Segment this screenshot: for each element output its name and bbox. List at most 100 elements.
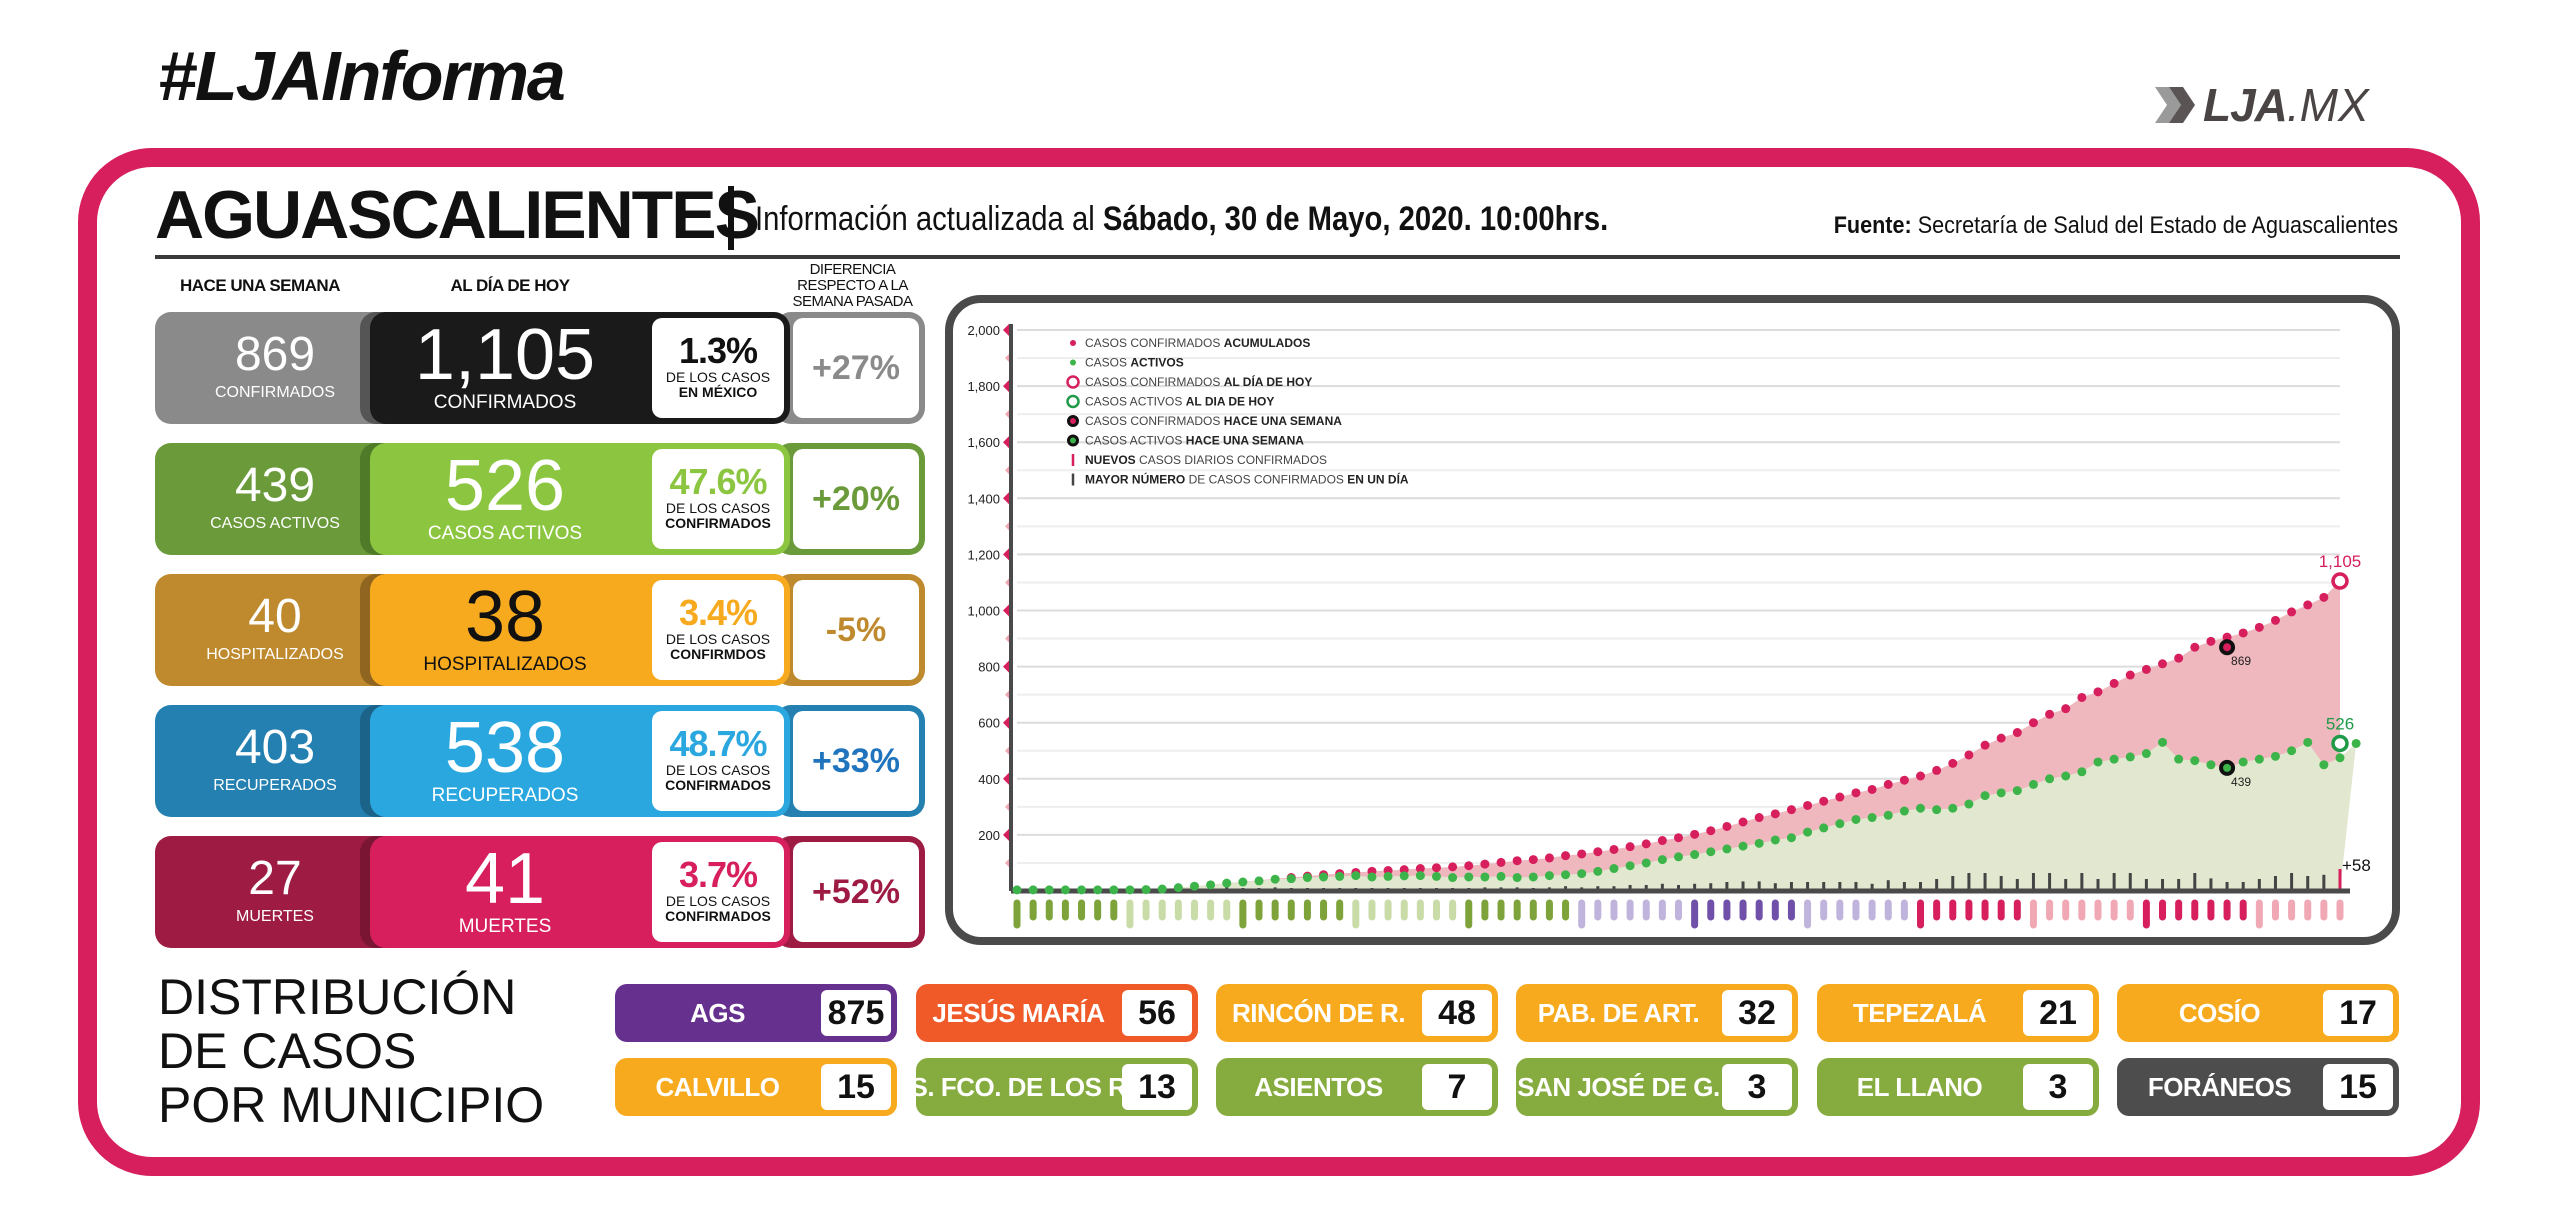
active-point: [1577, 869, 1587, 879]
cumulative-point: [1996, 733, 2006, 743]
percent-value: 3.7%: [678, 854, 758, 895]
percent-caption-bold: CONFIRMADOS: [665, 908, 771, 924]
cumulative-point: [1883, 779, 1893, 789]
column-header-diff: DIFERENCIA RESPECTO A LA SEMANA PASADA: [780, 262, 925, 310]
cumulative-point: [1399, 865, 1409, 875]
cumulative-point: [1722, 821, 1732, 831]
lja-logo[interactable]: LJA .MX: [2155, 79, 2369, 131]
active-point: [1948, 803, 1958, 813]
cumulative-point: [1706, 826, 1716, 836]
active-point: [1544, 871, 1554, 881]
active-point: [2351, 738, 2361, 748]
source-value: Secretaría de Salud del Estado de Aguasc…: [1911, 212, 2398, 239]
week-ago-box: 27 MUERTES: [155, 836, 395, 948]
municipio-name: COSÍO: [2178, 997, 2261, 1028]
cumulative-today-label: 1,105: [2319, 552, 2362, 571]
week-ago-box: 439 CASOS ACTIVOS: [155, 443, 395, 555]
municipio-name: RINCÓN DE R.: [1231, 997, 1406, 1028]
week-ago-box: 403 RECUPERADOS: [155, 705, 395, 817]
y-tick-mark: [1003, 548, 1009, 561]
legend-text: HACE UNA SEMANA: [1186, 434, 1305, 448]
stat-row: +20% 439 CASOS ACTIVOS 526 CASOS ACTIVOS…: [155, 443, 925, 555]
legend-text: CASOS CONFIRMADOS: [1085, 414, 1224, 428]
active-point: [1125, 885, 1135, 895]
active-point: [1012, 885, 1022, 895]
cumulative-point: [2158, 659, 2168, 669]
cumulative-point: [1819, 796, 1829, 806]
cumulative-point: [2141, 664, 2151, 674]
active-point: [1093, 885, 1103, 895]
active-point: [1690, 850, 1700, 860]
legend-text: MAYOR NÚMERO: [1085, 472, 1185, 487]
legend-item: CASOS ACTIVOS HACE UNA SEMANA: [1085, 434, 1304, 448]
municipio-name: S. FCO. DE LOS R: [910, 1071, 1127, 1102]
y-minor-tick: [1005, 634, 1009, 643]
legend-cumulative-week-icon: [1067, 415, 1079, 427]
municipio-badge: EL LLANO 3: [1817, 1058, 2099, 1116]
active-point: [1964, 799, 1974, 809]
active-point: [2190, 756, 2200, 766]
title-divider: [728, 186, 734, 250]
municipio-badge: JESÚS MARÍA 56: [916, 984, 1198, 1042]
cumulative-point: [2061, 704, 2071, 714]
today-label: CONFIRMADOS: [433, 392, 577, 413]
percent-caption: DE LOS CASOS: [665, 631, 771, 647]
active-point: [1206, 880, 1216, 890]
legend-item: CASOS CONFIRMADOS AL DÍA DE HOY: [1085, 374, 1312, 389]
legend-text: CASOS DIARIOS CONFIRMADOS: [1136, 453, 1327, 467]
diff-header-line: DIFERENCIA: [809, 261, 896, 278]
cumulative-point: [1964, 750, 1974, 760]
active-point: [1641, 858, 1651, 868]
legend-text: CASOS ACTIVOS: [1085, 395, 1186, 409]
week-ago-label: CONFIRMADOS: [215, 384, 335, 401]
header-rule: [155, 255, 2400, 259]
diff-header-line: SEMANA PASADA: [792, 293, 913, 310]
active-point: [2141, 749, 2151, 759]
cumulative-point: [2077, 692, 2087, 702]
active-point: [1351, 871, 1361, 881]
active-area: [1017, 742, 2357, 891]
municipio-count: 3: [2023, 1064, 2093, 1110]
municipio-count: 21: [2023, 990, 2093, 1036]
cumulative-point: [1867, 784, 1877, 794]
week-ago-box: 40 HOSPITALIZADOS: [155, 574, 395, 686]
active-point: [1496, 871, 1506, 881]
today-box: 526 CASOS ACTIVOS 47.6% DE LOS CASOS CON…: [360, 443, 790, 555]
cumulative-point: [1625, 842, 1635, 852]
active-point: [1867, 813, 1877, 823]
cumulative-point: [1899, 775, 1909, 785]
cumulative-point: [1916, 771, 1926, 781]
municipio-name: TEPEZALÁ: [1852, 997, 1987, 1028]
legend-active-week-icon: [1067, 434, 1079, 447]
percent-value: 3.4%: [678, 592, 758, 633]
cumulative-point: [1448, 862, 1458, 872]
main-frame: [78, 148, 2480, 1176]
active-point: [2238, 757, 2248, 767]
y-minor-tick: [1005, 522, 1009, 531]
y-minor-tick: [1005, 858, 1009, 867]
cumulative-point: [1464, 861, 1474, 871]
updated-date: Sábado, 30 de Mayo, 2020. 10:00hrs.: [1102, 200, 1609, 238]
active-point: [1754, 838, 1764, 848]
active-point: [1996, 788, 2006, 798]
municipio-badge: RINCÓN DE R. 48: [1216, 984, 1498, 1042]
municipio-badge: S. FCO. DE LOS R 13: [910, 1058, 1198, 1116]
cumulative-point: [2125, 670, 2135, 680]
cumulative-point: [1528, 855, 1538, 865]
legend-text: CASOS CONFIRMADOS: [1085, 336, 1224, 350]
brand-title: #LJAInforma: [158, 37, 566, 115]
cumulative-point: [1803, 800, 1813, 810]
cumulative-today-point: [2331, 572, 2349, 590]
legend-active-dot-icon: [1070, 359, 1076, 366]
y-tick-mark: [1003, 380, 1009, 393]
active-point: [1415, 871, 1425, 881]
municipio-badge: FORÁNEOS 15: [2117, 1058, 2399, 1116]
cumulative-point: [2190, 642, 2200, 652]
active-point: [2109, 754, 2119, 764]
cumulative-point: [1512, 856, 1522, 866]
chevron-logo-icon: [2155, 87, 2199, 123]
source-label: Fuente:: [1833, 212, 1912, 239]
municipio-badge: PAB. DE ART. 32: [1516, 984, 1798, 1042]
diff-value: +52%: [793, 842, 919, 942]
active-point: [1657, 855, 1667, 865]
